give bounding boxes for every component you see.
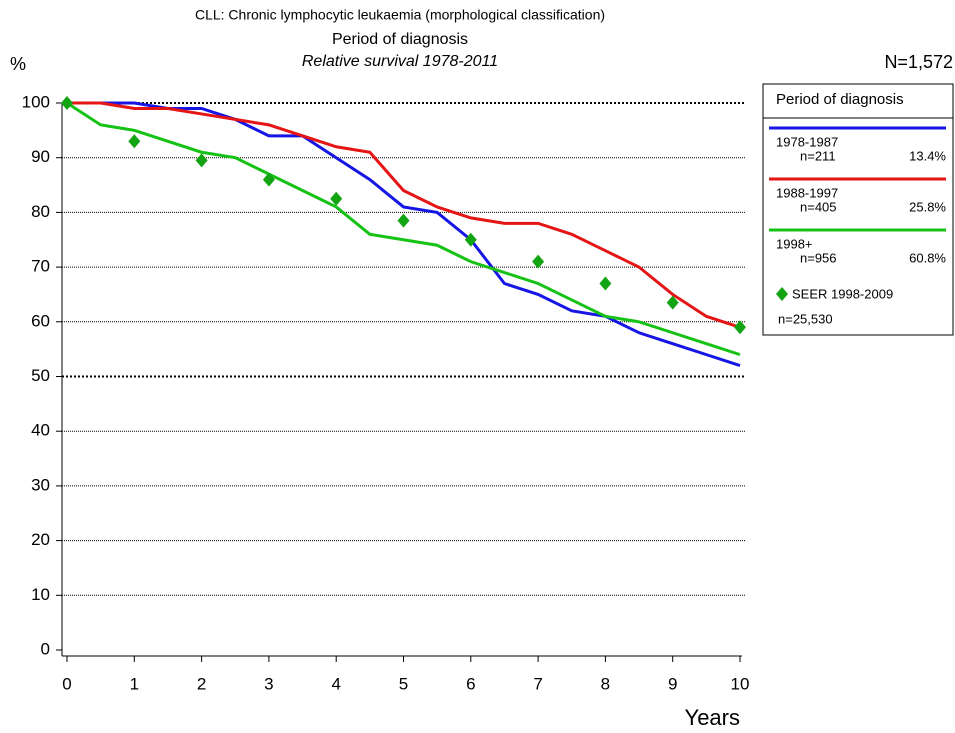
legend-title: Period of diagnosis <box>776 91 904 108</box>
legend-box <box>762 83 954 336</box>
x-tick-label: 7 <box>533 674 542 693</box>
legend-marker <box>776 287 788 301</box>
data-point <box>195 153 208 168</box>
x-tick-label: 2 <box>197 674 206 693</box>
series-line <box>67 101 741 329</box>
x-axis-label: Years <box>685 705 740 730</box>
data-point <box>61 96 73 110</box>
chart-subtitle: Relative survival 1978-2011 <box>302 53 498 70</box>
x-tick-label: 3 <box>264 674 273 693</box>
legend-label: SEER 1998-2009 <box>792 286 893 301</box>
y-tick-label: 50 <box>31 366 50 385</box>
legend-share: 60.8% <box>909 250 946 265</box>
y-tick-label: 70 <box>31 257 50 276</box>
x-tick-label: 10 <box>731 674 750 693</box>
data-point <box>666 295 679 310</box>
legend-n: n=211 <box>800 148 836 163</box>
x-tick-label: 9 <box>668 674 677 693</box>
legend-share: 25.8% <box>909 199 946 214</box>
legend-label: 1988-1997 <box>776 185 838 200</box>
y-tick-label: 80 <box>31 202 50 221</box>
chart-title: CLL: Chronic lymphocytic leukaemia (morp… <box>195 7 605 23</box>
x-tick-label: 4 <box>331 674 340 693</box>
data-point <box>734 320 746 335</box>
x-tick-label: 0 <box>62 674 71 693</box>
data-point <box>262 172 275 187</box>
chart-subtitle: Period of diagnosis <box>332 31 468 48</box>
series-line <box>67 101 741 367</box>
y-tick-label: 10 <box>31 585 50 604</box>
x-tick-label: 8 <box>601 674 610 693</box>
data-point <box>330 191 343 206</box>
legend-label: 1978-1987 <box>776 134 838 149</box>
data-point <box>532 254 545 269</box>
data-point <box>397 213 410 228</box>
legend-n: n=25,530 <box>778 311 833 326</box>
y-tick-label: 30 <box>31 475 50 494</box>
y-tick-label: 0 <box>41 639 50 658</box>
x-tick-label: 6 <box>466 674 475 693</box>
legend-share: 13.4% <box>909 148 946 163</box>
y-tick-label: 40 <box>31 421 50 440</box>
x-tick-label: 5 <box>399 674 408 693</box>
x-tick-label: 1 <box>130 674 139 693</box>
data-point <box>599 276 612 291</box>
legend-n: n=956 <box>800 250 837 265</box>
legend-n: n=405 <box>800 199 837 214</box>
y-axis-label: % <box>10 54 26 74</box>
data-point <box>128 134 141 149</box>
n-total: N=1,572 <box>884 52 953 72</box>
legend-label: 1998+ <box>776 236 813 251</box>
y-tick-label: 100 <box>22 92 50 111</box>
data-point <box>464 232 477 247</box>
y-tick-label: 90 <box>31 147 50 166</box>
y-tick-label: 60 <box>31 311 50 330</box>
y-tick-label: 20 <box>31 530 50 549</box>
series-line <box>66 101 741 357</box>
